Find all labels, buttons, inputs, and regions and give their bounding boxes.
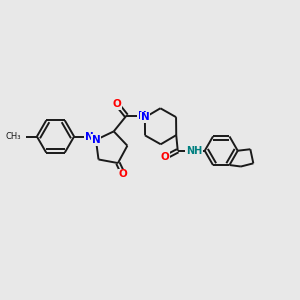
Text: N: N bbox=[92, 135, 100, 145]
Text: N: N bbox=[85, 131, 94, 142]
Text: CH₃: CH₃ bbox=[5, 132, 21, 141]
Text: O: O bbox=[119, 169, 128, 179]
Text: N: N bbox=[140, 112, 149, 122]
Text: NH: NH bbox=[186, 146, 202, 156]
Text: O: O bbox=[112, 99, 121, 109]
Text: N: N bbox=[138, 111, 146, 121]
Text: O: O bbox=[161, 152, 170, 162]
